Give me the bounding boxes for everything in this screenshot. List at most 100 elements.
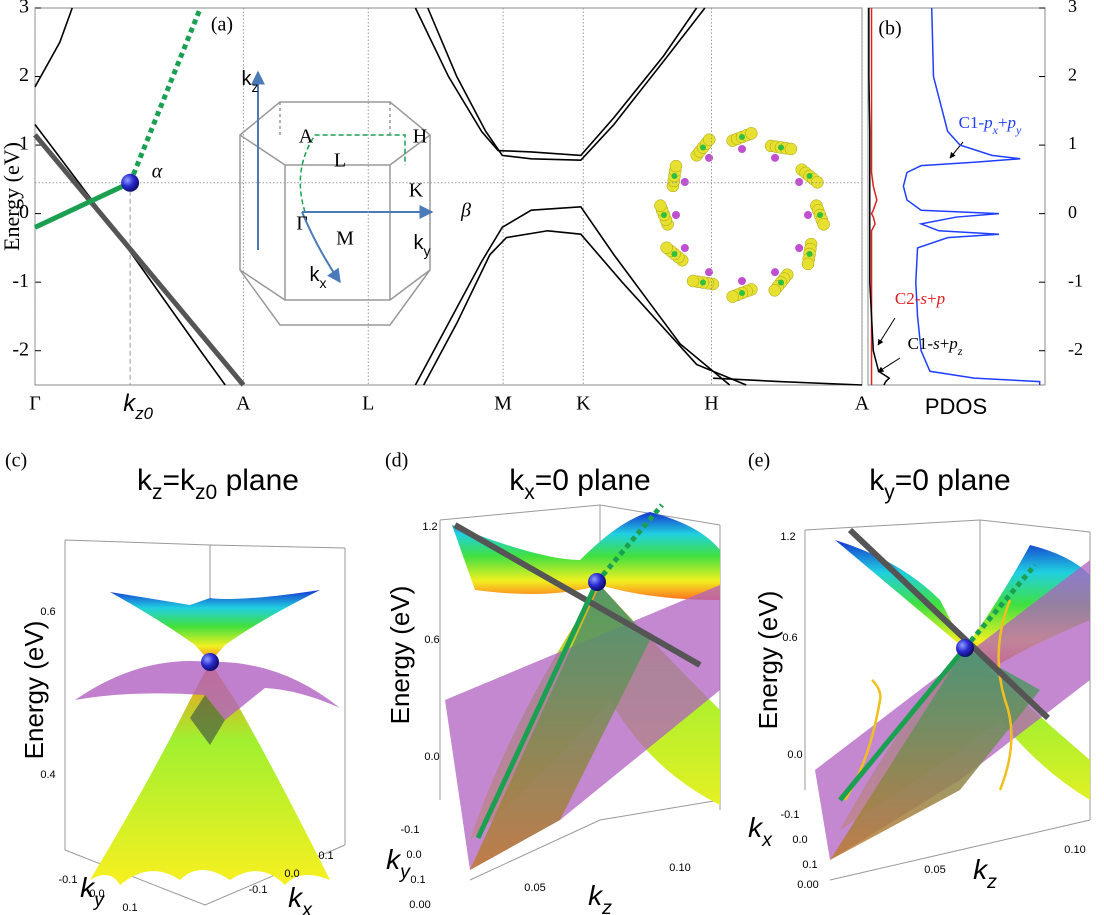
text-part: z <box>601 897 612 915</box>
molecule-atom <box>661 242 673 254</box>
x-tick-label: kz0 <box>123 390 153 423</box>
z-tick-label: 0.6 <box>40 606 55 618</box>
axis-tick-label: 0.1 <box>122 902 137 914</box>
y-tick-label: 3 <box>1068 0 1077 16</box>
panel-title: kx=0 plane <box>509 464 650 504</box>
molecule-atom <box>738 277 746 285</box>
annotation: kx <box>310 264 327 290</box>
molecule-atom <box>739 290 745 296</box>
band-line <box>35 8 72 87</box>
panel-title: ky=0 plane <box>869 464 1010 504</box>
y-tick-label: -2 <box>12 338 29 360</box>
molecule-atom <box>778 280 784 286</box>
molecule-atom <box>661 212 667 218</box>
axis-tick-label: 0.05 <box>524 882 545 894</box>
panel-label: (d) <box>385 450 408 472</box>
axis-tick-label: 0.10 <box>669 862 690 874</box>
panel-label: (c) <box>5 450 27 472</box>
molecule-atom <box>811 176 823 188</box>
series-label: C1-s+pz <box>908 334 963 358</box>
y-tick-label: 2 <box>19 64 29 86</box>
z-tick-label: 0.4 <box>40 769 55 781</box>
molecule-atom <box>807 173 813 179</box>
x-tick-label: H <box>704 393 718 415</box>
series-label: C2-s+p <box>895 289 945 308</box>
surface-plot-e <box>805 520 1090 880</box>
axis-label: ky <box>80 872 105 911</box>
molecule-atom <box>818 218 830 230</box>
axis-tick-label: 0.00 <box>797 879 818 891</box>
text-part: z0 <box>134 404 153 423</box>
z-axis-label: Energy (eV) <box>385 586 415 725</box>
panel-label: (e) <box>748 450 770 472</box>
band-line <box>35 135 243 385</box>
annotation: A <box>299 126 314 148</box>
molecule-atom <box>817 212 823 218</box>
axis-tick-label: 0.00 <box>409 899 430 911</box>
molecule-atom <box>687 275 699 287</box>
y-tick-label: 3 <box>19 0 29 18</box>
text-part: plane <box>217 464 299 497</box>
axis-label: kx <box>748 812 773 851</box>
molecule-atom <box>739 134 745 140</box>
annotation: H <box>413 126 427 148</box>
annotation: β <box>460 200 471 222</box>
y-tick-label: -2 <box>1068 339 1083 359</box>
surface-plot-c <box>65 540 345 905</box>
weyl-node <box>121 174 139 192</box>
x-tick-label: A <box>236 393 251 415</box>
plot-frame <box>868 8 1045 385</box>
axis-tick-label: 0.0 <box>406 849 421 861</box>
band-line <box>415 8 696 155</box>
molecule-atom <box>681 244 689 252</box>
text-part: z0 <box>195 481 217 504</box>
axis-tick-label: 0.0 <box>284 868 299 880</box>
text-part: + <box>927 289 937 308</box>
text-part: C1- <box>908 334 934 353</box>
molecule-atom <box>700 280 706 286</box>
text-part: y <box>398 861 411 883</box>
text-part: C2- <box>895 289 921 308</box>
molecule-atom <box>700 144 706 150</box>
molecule-atom <box>672 211 680 219</box>
surface-plot-d <box>440 505 720 880</box>
molecule-atom <box>703 134 715 146</box>
plot-frame <box>35 8 862 385</box>
text-part: k <box>509 464 525 497</box>
z-tick-label: 1.2 <box>422 521 437 533</box>
bz-paths <box>258 72 432 282</box>
y-tick-label: -1 <box>1068 270 1083 290</box>
molecule-atom <box>804 211 812 219</box>
text-part: k <box>869 464 885 497</box>
axis-tick-label: 0.1 <box>410 874 425 886</box>
z-tick-label: 1.2 <box>780 531 795 543</box>
molecule-structure <box>654 127 829 302</box>
y-tick-label: -1 <box>12 270 29 292</box>
text-part: z <box>152 481 163 504</box>
text-part: y <box>424 243 431 259</box>
band-line <box>713 378 862 385</box>
molecule-atom <box>681 178 689 186</box>
figure: -2-10123Γkz0ALMKHAEnergy (eV)(a)αβkzAHLK… <box>0 0 1104 915</box>
axis-tick-label: -0.1 <box>59 874 78 886</box>
axis-tick-label: 0.1 <box>802 859 817 871</box>
band-line <box>424 231 747 385</box>
molecule-atom <box>727 291 739 303</box>
text-part: C1- <box>959 113 985 132</box>
y-axis-label: Energy (eV) <box>0 142 24 251</box>
text-part: + <box>998 113 1008 132</box>
x-axis-label: PDOS <box>925 394 987 419</box>
axis-label: kz <box>588 880 612 915</box>
annotation: L <box>334 150 346 172</box>
x-tick-label: A <box>855 393 870 415</box>
text-part: z <box>957 344 963 358</box>
molecule-atom <box>771 268 779 276</box>
y-tick-label: 2 <box>1068 65 1077 85</box>
annotation: (a) <box>211 14 233 36</box>
z-axis-label: Energy (eV) <box>753 591 783 730</box>
panel-title: kz=kz0 plane <box>137 464 299 504</box>
molecule-atom <box>795 244 803 252</box>
molecule-atom <box>771 154 779 162</box>
axis-tick-label: -0.1 <box>249 884 268 896</box>
molecule-atom <box>738 145 746 153</box>
